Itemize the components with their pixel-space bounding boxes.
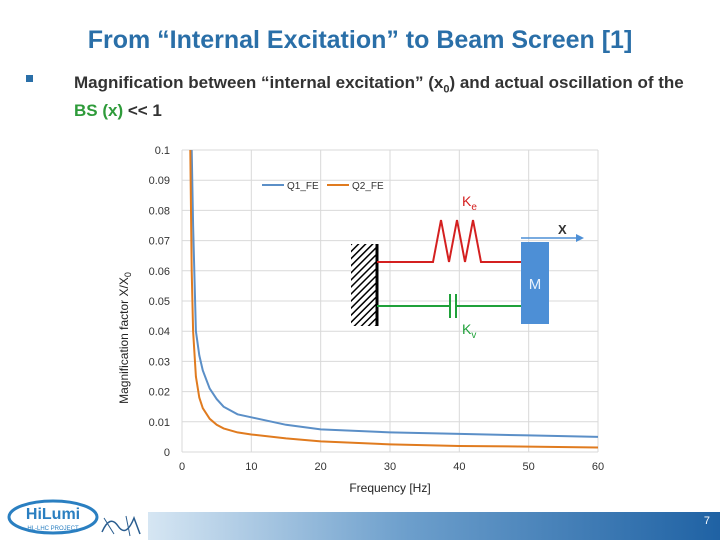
y-tick-label: 0.1	[155, 145, 170, 157]
legend-label-q1: Q1_FE	[287, 181, 319, 192]
y-tick-label: 0.02	[149, 387, 170, 399]
damper-label: Kv	[462, 321, 476, 341]
y-tick-label: 0.09	[149, 175, 170, 187]
y-tick-labels: 0 0.01 0.02 0.03 0.04 0.05 0.06 0.07 0.08 0.09 0.1	[149, 145, 170, 459]
y-tick-label: 0.05	[149, 296, 170, 308]
spring-label: Ke	[462, 193, 477, 213]
chart-grid	[181, 149, 599, 453]
y-tick-label: 0.01	[149, 417, 170, 429]
chart-legend: Q1_FE Q2_FE	[262, 181, 384, 192]
x-tick-label: 60	[592, 461, 604, 473]
x-tick-label: 50	[523, 461, 535, 473]
x-tick-label: 0	[179, 461, 185, 473]
spring-damper-diagram: Ke Kv M X	[351, 193, 584, 341]
x-tick-label: 20	[315, 461, 327, 473]
svg-text:HL-LHC PROJECT: HL-LHC PROJECT	[27, 526, 79, 532]
x-tick-label: 10	[245, 461, 257, 473]
y-tick-label: 0.06	[149, 266, 170, 278]
y-tick-label: 0.07	[149, 236, 170, 248]
slide-title: From “Internal Excitation” to Beam Scree…	[87, 26, 633, 54]
hilumi-logo: HiLumi HL-LHC PROJECT	[6, 497, 101, 542]
magnification-chart: 0 0.01 0.02 0.03 0.04 0.05 0.06 0.07 0.08 0.09 0.1…	[117, 145, 604, 495]
arrow-head-icon	[576, 234, 584, 242]
footer-bar	[148, 512, 720, 540]
bullet-highlight: BS (x)	[74, 101, 124, 121]
secondary-logo-icon	[100, 512, 144, 543]
bullet-subscript: 0	[443, 83, 450, 96]
series-line-2	[189, 149, 599, 449]
bullet-text-part-2: ) and actual oscillation of the	[449, 73, 684, 92]
spring-icon	[377, 219, 521, 263]
mass-label: M	[529, 276, 542, 293]
fixed-wall	[351, 244, 376, 326]
y-tick-label: 0.04	[149, 326, 170, 338]
bullet-text: Magnification between “internal excitati…	[74, 72, 694, 122]
y-axis-label: Magnification factor X/X0	[117, 272, 133, 404]
x-tick-labels: 0 10 20 30 40 50 60	[179, 461, 604, 473]
bullet-text-part-3: << 1	[123, 101, 162, 121]
y-tick-label: 0.03	[149, 356, 170, 368]
y-tick-label: 0	[164, 447, 170, 459]
chart-series	[189, 149, 599, 449]
legend-label-q2: Q2_FE	[352, 181, 384, 192]
page-number: 7	[703, 515, 710, 527]
displacement-label: X	[558, 222, 567, 237]
mass-block	[521, 242, 549, 324]
x-axis-label: Frequency [Hz]	[349, 481, 430, 495]
svg-text:HiLumi: HiLumi	[26, 506, 80, 523]
y-tick-label: 0.08	[149, 205, 170, 217]
x-tick-label: 30	[384, 461, 396, 473]
bullet-text-part-1: Magnification between “internal excitati…	[74, 73, 444, 92]
bullet-square-icon	[26, 75, 33, 82]
series-line-1	[190, 149, 599, 438]
x-tick-label: 40	[453, 461, 465, 473]
